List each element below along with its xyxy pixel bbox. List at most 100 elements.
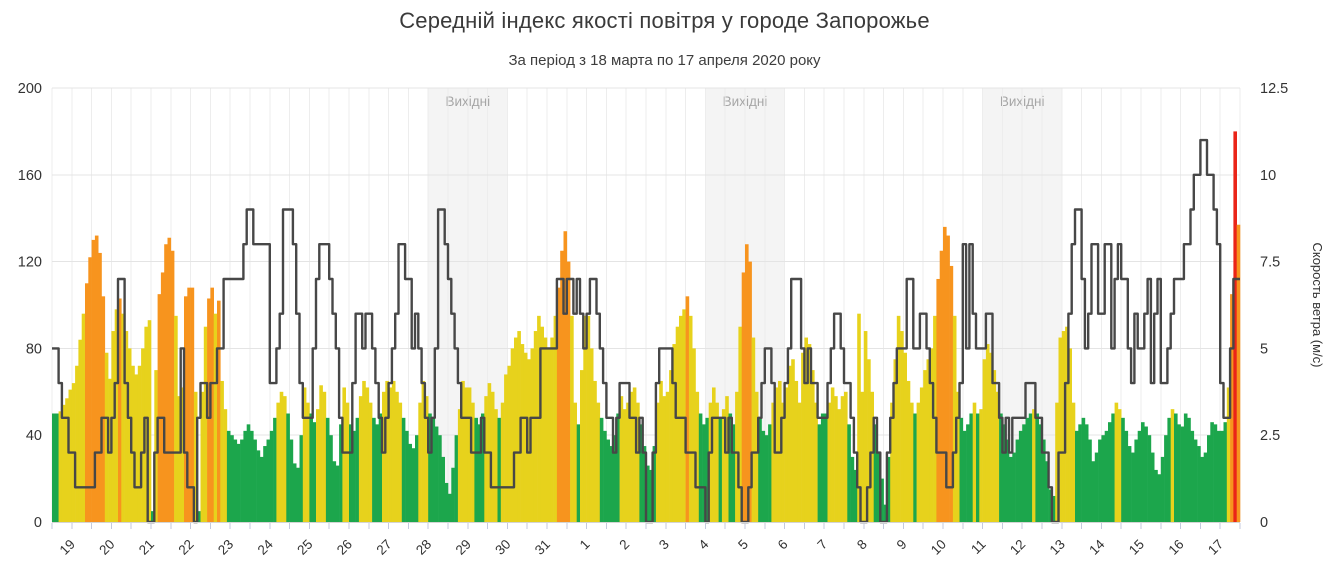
y-axis-left-tick-label: 40 <box>26 428 42 444</box>
aqi-bar <box>533 331 538 522</box>
aqi-bar <box>154 370 158 522</box>
aqi-bar <box>250 430 254 522</box>
aqi-bar <box>1075 430 1079 522</box>
aqi-bar <box>840 396 845 522</box>
aqi-bar <box>814 402 818 522</box>
aqi-bar <box>999 413 1003 522</box>
aqi-bar <box>461 380 465 522</box>
x-axis-day-label: 21 <box>136 537 157 558</box>
aqi-bar <box>405 430 409 522</box>
aqi-bar <box>688 315 693 522</box>
aqi-bar <box>1117 409 1122 522</box>
aqi-bar <box>144 326 148 522</box>
aqi-bar <box>292 463 297 522</box>
aqi-bar <box>240 439 244 522</box>
aqi-bar <box>213 313 218 522</box>
aqi-bar <box>1098 439 1102 522</box>
x-axis-day-label: 6 <box>775 537 791 553</box>
aqi-bar <box>1065 326 1069 522</box>
aqi-bar <box>682 309 686 522</box>
aqi-bar <box>820 413 825 522</box>
wind-speed-line <box>52 138 1240 524</box>
aqi-bar <box>1104 430 1109 522</box>
aqi-bar <box>807 344 812 522</box>
aqi-bar <box>989 352 993 522</box>
aqi-bar <box>210 287 214 522</box>
x-axis-day-label: 1 <box>577 537 593 553</box>
aqi-bar <box>484 396 488 522</box>
y-axis-right-tick-label: 5 <box>1260 341 1268 357</box>
aqi-bar <box>540 326 544 522</box>
aqi-bar <box>207 298 211 522</box>
aqi-bar <box>226 430 231 522</box>
aqi-bar <box>870 391 874 522</box>
aqi-bar <box>919 387 924 522</box>
aqi-bar <box>1084 424 1089 522</box>
y-axis-left-tick-label: 120 <box>18 255 42 271</box>
aqi-bar <box>236 443 241 522</box>
aqi-bar <box>507 365 511 522</box>
aqi-bar <box>692 348 696 522</box>
aqi-bar <box>1015 439 1020 522</box>
aqi-bar <box>457 409 462 522</box>
aqi-bar <box>966 424 970 522</box>
aqi-bar <box>946 235 950 522</box>
aqi-bar <box>203 326 208 522</box>
aqi-bar <box>358 396 363 522</box>
aqi-bar <box>1018 430 1023 522</box>
aqi-bar <box>860 391 865 522</box>
aqi-bar <box>104 352 109 522</box>
aqi-bar <box>636 402 640 522</box>
aqi-bar <box>444 482 449 522</box>
aqi-bar <box>1187 417 1191 522</box>
y-axis-right-tick-label: 2.5 <box>1260 428 1280 444</box>
aqi-bar <box>735 391 739 522</box>
x-axis-day-label: 10 <box>928 537 949 558</box>
aqi-bar <box>233 439 238 522</box>
aqi-bar <box>728 413 733 522</box>
aqi-bar <box>903 352 907 522</box>
aqi-bar <box>560 250 564 522</box>
aqi-bar <box>715 402 719 522</box>
aqi-bar <box>68 389 73 522</box>
aqi-bar <box>873 424 878 522</box>
aqi-bar <box>1035 413 1039 522</box>
y-axis-right-tick-label: 12.5 <box>1260 81 1288 97</box>
aqi-bar <box>741 272 746 522</box>
aqi-bar <box>372 417 376 522</box>
aqi-bar <box>1032 409 1036 522</box>
aqi-bar <box>718 417 723 522</box>
aqi-bar <box>761 430 766 522</box>
aqi-bar <box>979 409 983 522</box>
aqi-bar <box>863 331 868 522</box>
aqi-bar <box>939 250 944 522</box>
aqi-bar <box>312 422 317 522</box>
x-axis-day-label: 8 <box>854 537 870 553</box>
aqi-bar <box>1088 439 1092 522</box>
aqi-bar <box>385 380 389 522</box>
aqi-bar <box>850 456 855 522</box>
aqi-bar <box>672 344 676 522</box>
aqi-bar <box>599 417 604 522</box>
aqi-bar <box>797 402 802 522</box>
aqi-bar <box>603 430 607 522</box>
aqi-bar <box>556 287 561 522</box>
aqi-bar <box>58 411 63 522</box>
aqi-bar <box>550 337 554 522</box>
aqi-bar <box>114 309 119 522</box>
aqi-bar <box>774 387 779 522</box>
aqi-bar <box>520 344 525 522</box>
x-axis-day-label: 16 <box>1165 537 1186 558</box>
aqi-bar <box>1200 456 1204 522</box>
aqi-bar <box>127 348 132 522</box>
aqi-bar <box>177 396 181 522</box>
aqi-bar <box>339 424 343 522</box>
aqi-bar <box>896 315 901 522</box>
aqi-bar <box>725 396 729 522</box>
aqi-bar <box>705 417 709 522</box>
aqi-bar <box>276 402 280 522</box>
aqi-bar <box>108 378 112 522</box>
aqi-bar <box>1009 456 1013 522</box>
aqi-bar <box>388 387 393 522</box>
